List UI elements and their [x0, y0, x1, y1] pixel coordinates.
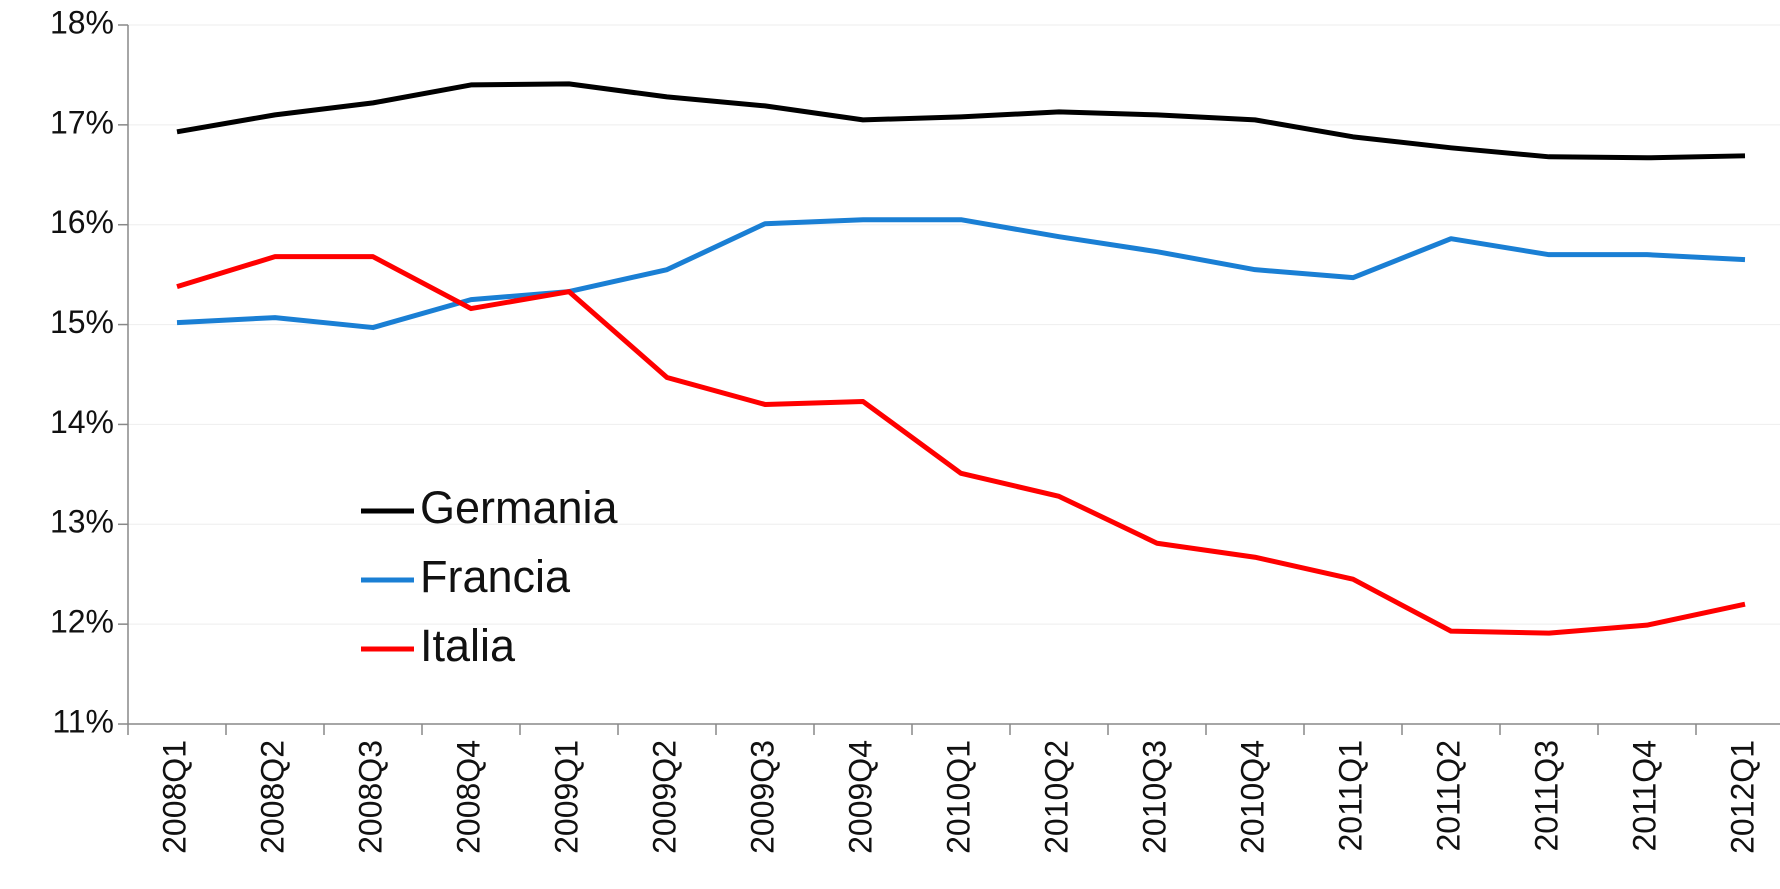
x-tick-label: 2009Q4 — [842, 740, 878, 854]
x-tick-label: 2008Q3 — [352, 740, 388, 854]
x-tick-label: 2011Q4 — [1626, 740, 1662, 852]
y-tick-label: 13% — [50, 504, 114, 540]
y-tick-label: 11% — [52, 703, 114, 739]
x-tick-label: 2010Q3 — [1136, 740, 1172, 854]
legend-label: Italia — [420, 620, 516, 671]
y-tick-label: 17% — [50, 104, 114, 140]
x-tick-label: 2011Q1 — [1332, 740, 1368, 852]
x-tick-label: 2010Q1 — [940, 740, 976, 854]
x-tick-label: 2008Q4 — [450, 740, 486, 854]
x-tick-label: 2008Q2 — [254, 740, 290, 854]
series-line — [176, 81, 1746, 161]
y-tick-label: 12% — [50, 604, 114, 640]
series-line — [176, 254, 1746, 636]
x-tick-label: 2009Q2 — [646, 740, 682, 854]
x-tick-label: 2010Q4 — [1234, 740, 1270, 854]
x-tick-label: 2011Q2 — [1430, 740, 1466, 852]
x-tick-label: 2012Q1 — [1724, 740, 1760, 854]
x-tick-label: 2011Q3 — [1528, 740, 1564, 852]
y-tick-label: 18% — [50, 4, 114, 40]
series-line — [176, 217, 1746, 331]
y-tick-label: 15% — [50, 304, 114, 340]
legend-label: Francia — [420, 551, 571, 602]
y-tick-label: 16% — [50, 204, 114, 240]
x-tick-label: 2009Q1 — [548, 740, 584, 854]
x-tick-label: 2009Q3 — [744, 740, 780, 854]
y-tick-label: 14% — [50, 404, 114, 440]
x-tick-label: 2008Q1 — [156, 740, 192, 854]
x-tick-label: 2010Q2 — [1038, 740, 1074, 854]
legend-label: Germania — [420, 482, 619, 533]
